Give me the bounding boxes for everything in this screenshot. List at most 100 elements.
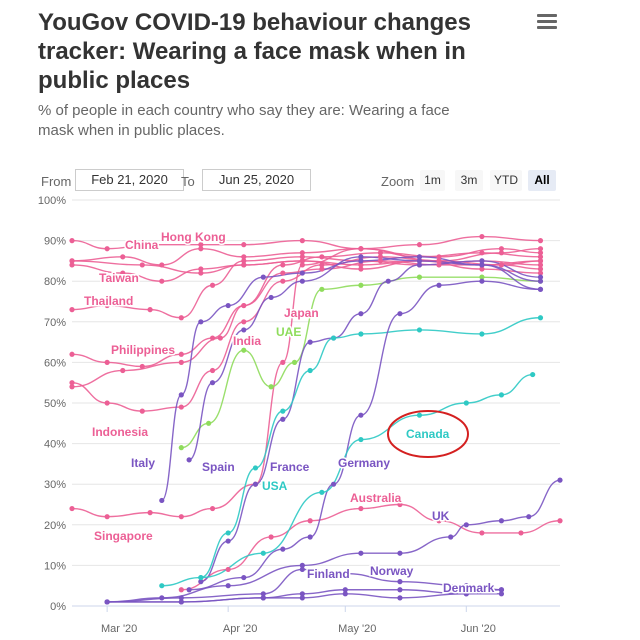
data-point[interactable] [377, 258, 384, 264]
data-point[interactable] [498, 262, 505, 268]
data-point[interactable] [358, 246, 364, 252]
data-point[interactable] [463, 400, 469, 406]
data-point[interactable] [260, 550, 266, 556]
data-point[interactable] [209, 380, 216, 386]
zoom-3m-button[interactable]: 3m [455, 170, 483, 191]
data-point[interactable] [139, 262, 145, 268]
data-point[interactable] [479, 278, 485, 284]
data-point[interactable] [280, 278, 286, 284]
data-point[interactable] [280, 546, 286, 552]
data-point[interactable] [178, 514, 184, 520]
data-point[interactable] [260, 595, 266, 601]
data-point[interactable] [479, 266, 485, 272]
data-point[interactable] [198, 242, 204, 248]
series-line-hong-kong[interactable] [71, 235, 541, 250]
data-point[interactable] [260, 274, 266, 280]
data-point[interactable] [537, 266, 544, 272]
data-point[interactable] [291, 359, 298, 365]
data-point[interactable] [104, 359, 110, 365]
data-point[interactable] [241, 327, 247, 333]
data-point[interactable] [198, 270, 204, 276]
data-point[interactable] [178, 392, 184, 398]
data-point[interactable] [319, 254, 325, 260]
data-point[interactable] [397, 550, 403, 556]
data-point[interactable] [479, 250, 485, 256]
data-point[interactable] [358, 254, 364, 260]
data-point[interactable] [104, 400, 110, 406]
data-point[interactable] [479, 258, 485, 264]
data-point[interactable] [557, 518, 563, 524]
data-point[interactable] [397, 595, 403, 601]
data-point[interactable] [178, 315, 184, 321]
data-point[interactable] [358, 505, 364, 512]
data-point[interactable] [159, 262, 165, 268]
data-point[interactable] [159, 595, 165, 601]
data-point[interactable] [159, 497, 165, 504]
data-point[interactable] [299, 258, 305, 264]
data-point[interactable] [225, 566, 231, 573]
data-point[interactable] [147, 307, 153, 313]
data-point[interactable] [358, 282, 364, 288]
data-point[interactable] [436, 262, 442, 268]
data-point[interactable] [104, 246, 110, 252]
data-point[interactable] [377, 250, 384, 256]
data-point[interactable] [186, 587, 192, 593]
hamburger-menu-icon[interactable] [537, 14, 557, 32]
data-point[interactable] [120, 367, 126, 374]
data-point[interactable] [358, 266, 364, 272]
data-point[interactable] [241, 242, 247, 248]
data-point[interactable] [342, 591, 348, 597]
data-point[interactable] [416, 254, 423, 260]
data-point[interactable] [537, 286, 544, 292]
data-point[interactable] [385, 278, 391, 284]
data-point[interactable] [436, 282, 442, 288]
data-point[interactable] [104, 514, 110, 520]
data-point[interactable] [377, 254, 384, 260]
data-point[interactable] [416, 242, 423, 248]
data-point[interactable] [252, 465, 259, 471]
data-point[interactable] [319, 262, 325, 268]
data-point[interactable] [537, 250, 544, 256]
data-point[interactable] [69, 262, 75, 268]
data-point[interactable] [69, 238, 75, 244]
data-point[interactable] [299, 270, 305, 276]
data-point[interactable] [178, 359, 184, 365]
data-point[interactable] [299, 254, 305, 260]
data-point[interactable] [280, 262, 286, 268]
data-point[interactable] [209, 505, 216, 512]
data-point[interactable] [159, 278, 165, 284]
data-point[interactable] [299, 262, 305, 268]
data-point[interactable] [448, 534, 454, 540]
data-point[interactable] [498, 246, 505, 252]
data-point[interactable] [268, 534, 274, 540]
data-point[interactable] [299, 250, 305, 256]
data-point[interactable] [299, 238, 305, 244]
data-point[interactable] [397, 311, 403, 317]
data-point[interactable] [463, 591, 469, 597]
data-point[interactable] [69, 384, 75, 390]
range-to-input[interactable]: Jun 25, 2020 [202, 169, 311, 191]
data-point[interactable] [225, 302, 231, 309]
data-point[interactable] [104, 599, 110, 605]
data-point[interactable] [463, 583, 469, 589]
series-line-uae[interactable] [181, 276, 541, 449]
data-point[interactable] [69, 258, 75, 264]
data-point[interactable] [280, 270, 286, 276]
data-point[interactable] [299, 278, 305, 284]
data-point[interactable] [139, 363, 145, 370]
data-point[interactable] [416, 327, 423, 333]
data-point[interactable] [307, 339, 313, 345]
data-point[interactable] [416, 412, 423, 418]
data-point[interactable] [479, 262, 485, 268]
series-line-denmark[interactable] [107, 593, 502, 603]
data-point[interactable] [198, 319, 204, 325]
data-point[interactable] [241, 254, 247, 260]
data-point[interactable] [147, 510, 153, 516]
data-point[interactable] [479, 274, 485, 280]
data-point[interactable] [537, 262, 544, 268]
data-point[interactable] [225, 538, 231, 544]
data-point[interactable] [299, 591, 305, 597]
data-point[interactable] [241, 262, 247, 268]
data-point[interactable] [217, 335, 223, 341]
data-point[interactable] [198, 574, 204, 581]
